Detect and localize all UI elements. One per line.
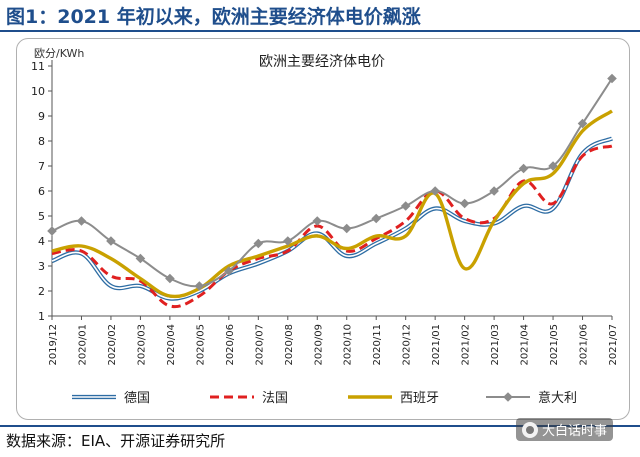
series-point-italy [312,216,323,226]
y-tick-label: 6 [38,185,45,198]
footer-divider [0,425,640,427]
y-axis-unit-label: 欧分/KWh [34,47,84,60]
watermark: 大白话时事 [516,418,614,441]
series-point-italy [341,223,352,234]
series-line-spain [51,109,613,299]
x-tick-label: 2021/05 [549,324,560,366]
series-point-italy [47,226,57,236]
title-divider [0,30,640,32]
series-point-italy [459,198,470,209]
y-tick-label: 4 [38,235,45,248]
x-tick-label: 2020/12 [402,324,413,366]
price-chart: 1 2 3 4 5 6 7 8 9 10 11 2019/12 2020/01 2020/02 2020/0… [31,47,619,406]
source-note: 数据来源：EIA、开源证券研究所 [6,432,226,450]
series-point-italy [253,238,264,249]
x-tick-label: 2020/04 [166,324,177,366]
legend-label: 法国 [262,391,288,406]
x-tick-label: 2021/04 [520,324,531,366]
watermark-text: 大白话时事 [542,424,608,439]
x-tick-label: 2020/03 [136,324,147,366]
series-line-germany-inner [51,137,613,300]
series-point-italy [76,216,87,226]
axes-layer: 1 2 3 4 5 6 7 8 9 10 11 2019/12 2020/01 2020/02 2020/0… [31,60,619,366]
y-tick-label: 10 [31,85,45,98]
x-tick-label: 2021/02 [461,324,472,366]
series-point-italy [400,201,411,211]
legend-label: 德国 [124,391,150,406]
x-tick-label: 2020/08 [284,324,295,366]
series-point-italy [518,163,529,174]
x-tick-label: 2020/10 [343,324,354,366]
series-point-italy [135,253,146,264]
x-tick-label: 2019/12 [48,324,59,366]
wechat-channel-icon [522,421,538,438]
chart-title: 欧洲主要经济体电价 [259,54,385,70]
y-tick-label: 3 [38,260,45,273]
legend-label: 意大利 [538,390,577,406]
y-tick-label: 1 [38,310,45,323]
x-tick-label: 2021/06 [579,324,590,366]
y-tick-label: 5 [38,210,45,223]
legend-layer: 德国 法国 西班牙 意大利 [72,390,577,406]
y-tick-label: 8 [38,135,45,148]
y-tick-label: 7 [38,160,45,173]
series-point-italy [548,161,558,171]
x-tick-label: 2021/01 [431,324,442,366]
x-tick-label: 2020/07 [254,324,265,366]
y-tick-label: 11 [31,60,45,73]
y-tick-label: 9 [38,110,45,123]
series-layer [47,73,617,309]
series-point-italy [371,213,382,224]
figure-title: 图1：2021 年初以来，欧洲主要经济体电价飙涨 [6,6,421,28]
series-line-france [51,144,613,309]
legend-marker-italy [503,392,513,402]
chart-frame [16,38,630,420]
series-point-italy [577,118,588,129]
series-point-italy [165,273,175,284]
legend-label: 西班牙 [400,391,439,406]
series-point-italy [224,266,234,276]
x-tick-label: 2020/01 [77,324,88,366]
x-tick-label: 2020/05 [195,324,206,366]
x-tick-label: 2020/11 [372,324,383,366]
x-tick-label: 2020/06 [225,324,236,366]
x-tick-label: 2020/02 [107,324,118,366]
x-tick-label: 2020/09 [313,324,324,366]
x-tick-label: 2021/03 [490,324,501,366]
y-tick-label: 2 [38,285,45,298]
x-tick-label: 2021/07 [608,324,619,366]
series-point-italy [106,236,116,246]
